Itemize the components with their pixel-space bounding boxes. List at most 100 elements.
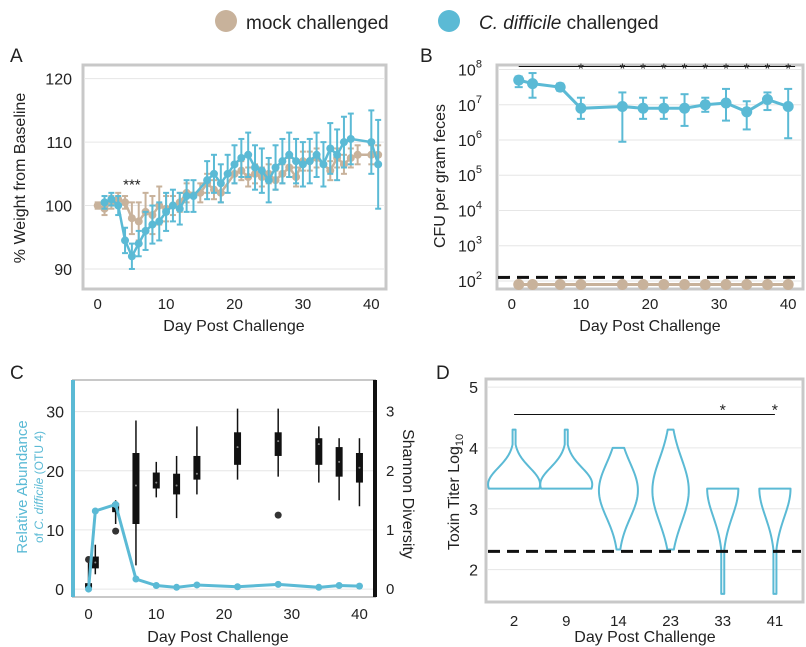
panel-c-box [173, 473, 181, 495]
panel-c-ytick-right-label: 0 [386, 581, 394, 598]
panel-a-point [312, 150, 321, 159]
panel-a-point [237, 153, 246, 162]
panel-b-point [720, 97, 732, 109]
panel-b-significance-star: * [619, 61, 625, 78]
panel-b-point [761, 278, 773, 290]
panel-a-point [189, 192, 198, 201]
panel-c-point [173, 583, 181, 591]
panel-a-point [127, 252, 136, 261]
panel-b-ytick-exp: 2 [476, 270, 482, 282]
panel-b-point [761, 93, 773, 105]
panel-d-xtick-label: 33 [714, 613, 731, 630]
panel-b-significance-star: * [661, 61, 667, 78]
panel-a-xtick-label: 40 [363, 296, 380, 313]
panel-b-point [741, 278, 753, 290]
panel-a-grid [84, 78, 385, 270]
panel-c-point [112, 500, 120, 508]
panel-a-ytick-label: 100 [45, 199, 72, 216]
panel-d-ytick-label: 3 [469, 502, 478, 519]
panel-b-significance-star: * [765, 61, 771, 78]
panel-c-box [315, 438, 323, 465]
panel-a-point [107, 195, 116, 204]
panel-a-point [319, 160, 328, 169]
panel-d-significance-star: * [720, 402, 726, 419]
panel-b-significance-star: * [640, 61, 646, 78]
panel-b-point [699, 278, 711, 290]
panel-b-ytick-exp: 4 [476, 199, 482, 211]
panel-b-marks: * * * * * * * * * * [498, 61, 802, 290]
panel-b-point [679, 278, 691, 290]
panel-b-significance-star: * [723, 61, 729, 78]
panel-c-point [85, 585, 93, 593]
panel-b-ytick-label: 106 [458, 129, 482, 150]
panel-b-ytick-base: 10 [458, 239, 476, 256]
panel-a-point [203, 176, 212, 185]
panel-a-marks: *** [93, 109, 383, 270]
panel-b-point [575, 102, 587, 114]
panel-c-box-median [155, 481, 158, 484]
panel-b-point [658, 102, 670, 114]
panel-b-ytick-label: 104 [458, 199, 482, 220]
panel-a-point [333, 150, 342, 159]
legend-cdiff-label: C. difficile challenged [479, 13, 659, 34]
panel-a-point [251, 163, 260, 172]
panel-c-ytick-right-label: 1 [386, 522, 394, 539]
panel-c-ytick-left-label: 20 [46, 464, 64, 481]
panel-d-grid [488, 386, 801, 571]
panel-c-box-median [317, 443, 320, 446]
panel-c-ylabel-of: of [32, 530, 46, 543]
panel-a-point [100, 198, 109, 207]
panel-a-point [209, 169, 218, 178]
panel-a-ylabel: % Weight from Baseline [12, 93, 29, 264]
panel-c-box [274, 432, 282, 456]
panel-b-ytick-label: 107 [458, 94, 482, 115]
panel-b-significance-star: * [682, 61, 688, 78]
panel-b-ytick-exp: 6 [476, 129, 482, 141]
panel-c-xtick-label: 40 [351, 606, 368, 623]
panel-a-point [155, 217, 164, 226]
panel-d-ylabel: Toxin Titer Log10 [446, 434, 466, 550]
panel-a-point [230, 160, 239, 169]
panel-c-box-outlier [274, 511, 282, 519]
panel-d-xtick-label: 2 [510, 613, 518, 630]
panel-a-ytick-label: 120 [45, 72, 72, 89]
panel-a-point [285, 150, 294, 159]
panel-b-ylabel: CFU per gram feces [432, 104, 449, 248]
panel-c-ytick-right-label: 3 [386, 404, 394, 421]
panel-b-ytick-base: 10 [458, 133, 476, 150]
panel-d-ytick-label: 2 [469, 563, 478, 580]
panel-c-xlabel: Day Post Challenge [147, 629, 289, 646]
panel-a-point [278, 157, 287, 166]
panel-c-ylabel-right: Shannon Diversity [399, 429, 416, 559]
panel-b-ytick-base: 10 [458, 168, 476, 185]
panel-c-point [274, 580, 282, 588]
panel-d-frame [484, 377, 805, 604]
panel-d-ytick-label: 5 [469, 380, 478, 397]
panel-c-box-median [195, 472, 198, 475]
panel-c-point [91, 507, 99, 515]
panel-b-point [637, 278, 649, 290]
panel-a-point [298, 160, 307, 169]
panel-c-box-median [236, 446, 239, 449]
panel-b-point [637, 102, 649, 114]
panel-b-significance-star: * [785, 61, 791, 78]
panel-a-significance: *** [123, 177, 141, 194]
panel-b-point [575, 278, 587, 290]
panel-letter-b: B [420, 46, 433, 67]
panel-c-box [234, 432, 242, 465]
legend-cdiff-marker [438, 10, 460, 32]
panel-c-point [234, 583, 242, 591]
panel-a-point [168, 201, 177, 210]
panel-b-point [513, 74, 525, 86]
panel-b-point [679, 102, 691, 114]
panel-b-ytick-exp: 8 [476, 59, 482, 71]
panel-c-box-median [94, 561, 97, 564]
panel-a-point [175, 204, 184, 213]
panel-a-xtick-label: 10 [158, 296, 175, 313]
panel-a-point [374, 160, 383, 169]
panel-b-point [699, 99, 711, 111]
panel-c-box-median [134, 484, 137, 487]
panel-b-frame [495, 63, 805, 291]
